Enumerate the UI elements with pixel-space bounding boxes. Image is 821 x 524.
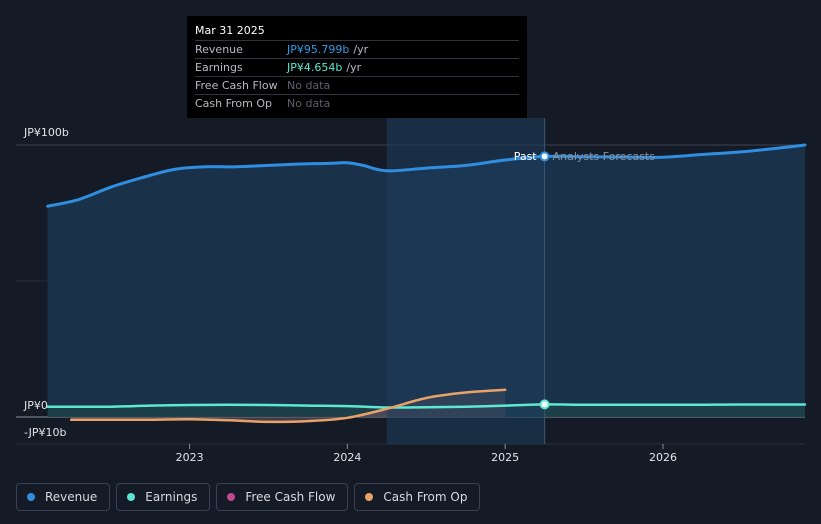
legend-label: Revenue: [45, 490, 98, 504]
tooltip-label: Free Cash Flow: [195, 79, 278, 92]
legend-label: Cash From Op: [383, 490, 468, 504]
legend-dot-icon: [127, 493, 136, 501]
revenue-marker: [539, 151, 550, 162]
tooltip-value: JP¥4.654b: [287, 61, 343, 74]
x-axis-ticks: 2023 2024 2025 2026: [176, 444, 677, 464]
revenue-line: [46, 143, 807, 208]
x-tick-label: 2026: [649, 451, 677, 464]
tooltip-unit: /yr: [353, 43, 369, 56]
legend-item-cash-from-op[interactable]: Cash From Op: [354, 483, 481, 511]
tooltip-row-earnings: Earnings JP¥4.654b/yr: [195, 58, 519, 76]
legend-label: Free Cash Flow: [245, 490, 336, 504]
x-tick-label: 2023: [176, 451, 204, 464]
tooltip-unit: /yr: [346, 61, 362, 74]
legend-label: Earnings: [145, 490, 198, 504]
x-tick-label: 2025: [491, 451, 519, 464]
legend-item-revenue[interactable]: Revenue: [16, 483, 111, 511]
tooltip-row-free-cash-flow: Free Cash Flow No data: [195, 76, 519, 94]
legend-dot-icon: [27, 493, 35, 501]
tooltip-value: No data: [287, 79, 331, 92]
tooltip-value: JP¥95.799b: [287, 43, 350, 56]
tooltip-label: Earnings: [195, 61, 243, 74]
earnings-line: [46, 403, 807, 409]
tooltip-date: Mar 31 2025: [195, 24, 265, 37]
x-tick-label: 2024: [333, 451, 361, 464]
tooltip-label: Revenue: [195, 43, 243, 56]
forecast-label: Analysts Forecasts: [553, 150, 656, 163]
legend-dot-icon: [365, 493, 374, 501]
tooltip-value: No data: [287, 97, 331, 110]
period-labels: Past Analysts Forecasts: [514, 150, 656, 163]
tooltip-row-revenue: Revenue JP¥95.799b/yr: [195, 40, 519, 58]
legend-item-free-cash-flow[interactable]: Free Cash Flow: [216, 483, 349, 511]
legend: Revenue Earnings Free Cash Flow Cash Fro…: [16, 483, 481, 511]
tooltip-row-cash-from-op: Cash From Op No data: [195, 94, 519, 112]
tooltip-label: Cash From Op: [195, 97, 273, 110]
cash-from-op-line: [69, 388, 507, 424]
past-highlight-region: [386, 118, 545, 444]
past-label: Past: [514, 150, 538, 163]
series-lines: [46, 143, 807, 424]
y-tick-label-top: JP¥100b: [24, 126, 69, 139]
cutoff-markers: [539, 151, 550, 410]
legend-item-earnings[interactable]: Earnings: [116, 483, 211, 511]
y-tick-label-zero: JP¥0: [24, 399, 48, 412]
legend-dot-icon: [227, 493, 236, 501]
forecast-highlight: [386, 118, 546, 444]
y-tick-label-bottom: -JP¥10b: [24, 426, 67, 439]
earnings-marker: [539, 399, 550, 410]
data-tooltip: Mar 31 2025 Revenue JP¥95.799b/yr Earnin…: [187, 16, 527, 118]
